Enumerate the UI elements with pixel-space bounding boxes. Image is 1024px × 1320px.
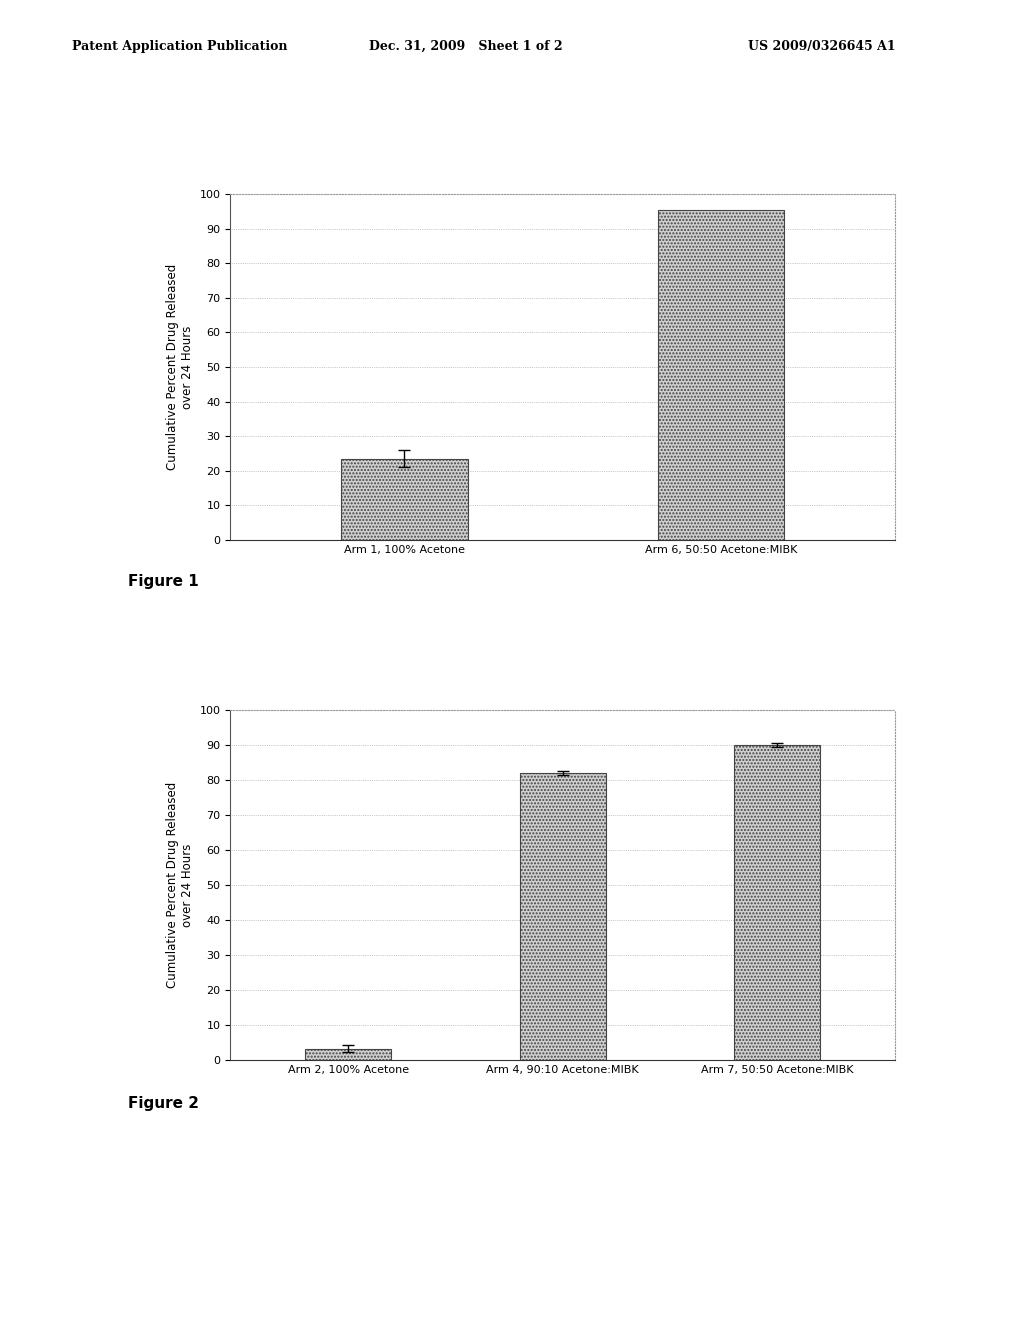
Bar	[341, 458, 468, 540]
Text: Figure 1: Figure 1	[128, 574, 199, 589]
Bar	[520, 774, 605, 1060]
Bar	[305, 1049, 391, 1060]
Text: Dec. 31, 2009   Sheet 1 of 2: Dec. 31, 2009 Sheet 1 of 2	[369, 40, 562, 53]
Y-axis label: Cumulative Percent Drug Released
over 24 Hours: Cumulative Percent Drug Released over 24…	[166, 781, 195, 989]
Text: Figure 2: Figure 2	[128, 1096, 199, 1110]
Text: US 2009/0326645 A1: US 2009/0326645 A1	[748, 40, 895, 53]
Y-axis label: Cumulative Percent Drug Released
over 24 Hours: Cumulative Percent Drug Released over 24…	[166, 264, 195, 470]
Bar	[657, 210, 784, 540]
Text: Patent Application Publication: Patent Application Publication	[72, 40, 287, 53]
Bar	[734, 744, 820, 1060]
